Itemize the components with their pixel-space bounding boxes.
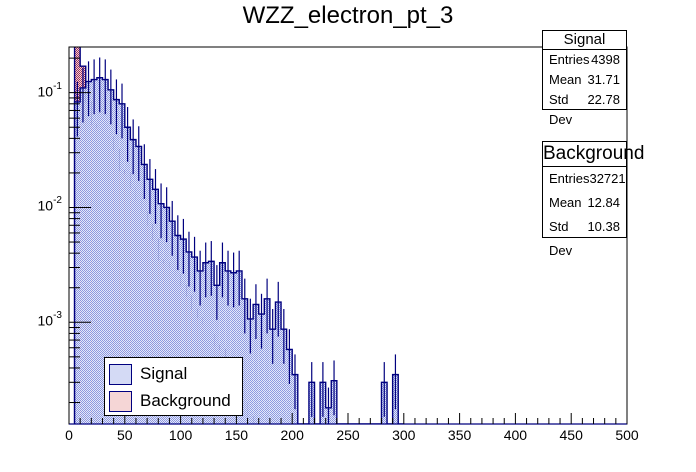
histogram-bin [208, 261, 215, 424]
histogram-bin [281, 329, 287, 424]
legend-swatch-signal [109, 363, 132, 385]
stats-row: Std Dev 22.78 [543, 90, 626, 127]
x-tick-label: 350 [447, 427, 472, 443]
histogram-bin [85, 81, 92, 424]
background-stats-box: Background Entries 32721 Mean 12.84 Std De… [542, 141, 644, 258]
x-tick-label: 0 [65, 427, 73, 443]
signal-series [73, 57, 404, 424]
histogram-bin [230, 272, 237, 424]
stats-row: Std Dev 10.38 [543, 215, 626, 258]
x-tick-label: 150 [224, 427, 249, 443]
x-tick-label: 100 [168, 427, 193, 443]
histogram-bin [269, 329, 276, 424]
signal-stats-box: Signal Entries 4398 Mean 31.71 Std Dev 22.7… [542, 30, 627, 127]
histogram-bin [130, 139, 136, 424]
stats-label: Entries [549, 171, 590, 186]
histogram-bin [135, 146, 142, 424]
histogram-bin [119, 103, 125, 424]
histogram-bin [264, 298, 270, 424]
stats-value: 4398 [591, 52, 620, 67]
x-tick-label: 50 [117, 427, 133, 443]
histogram-bin [253, 304, 259, 424]
x-tick-label: 500 [615, 427, 639, 443]
histogram-outline [73, 77, 404, 424]
legend-label: Background [140, 391, 231, 410]
stats-label: Std Dev [549, 219, 573, 258]
histogram-bin [214, 285, 220, 424]
stats-label: Mean [549, 195, 582, 210]
legend-label: Signal [140, 364, 188, 383]
x-axis-ticks [68, 413, 628, 424]
histogram-bin [175, 235, 181, 424]
histogram-bin [158, 203, 164, 424]
legend: Signal Background [104, 357, 243, 416]
histogram-bin [247, 318, 254, 424]
stats-row: Entries 32721 [543, 167, 626, 191]
y-axis-ticks [69, 57, 91, 404]
legend-item-background: Background [109, 389, 231, 413]
histogram-bin [80, 87, 86, 424]
x-tick-label: 250 [336, 427, 360, 443]
histogram-bin [225, 270, 231, 424]
histogram-bin [186, 251, 192, 424]
stats-value: 31.71 [587, 72, 620, 87]
histogram-bin [96, 77, 103, 424]
x-tick-label: 200 [280, 427, 304, 443]
y-tick-label: 10-3 [37, 310, 62, 329]
histogram-bin [108, 89, 114, 424]
histogram-bin [74, 101, 81, 424]
x-tick-label: 450 [559, 427, 583, 443]
histogram-bin [141, 164, 148, 424]
x-tick-label: 300 [392, 427, 416, 443]
stats-value: 10.38 [587, 219, 620, 234]
histogram-bin [124, 127, 131, 424]
histogram-bin [147, 179, 153, 424]
histogram-bin [202, 262, 209, 424]
histogram-bin [163, 207, 170, 424]
stats-label: Std Dev [549, 92, 573, 127]
stats-value: 22.78 [587, 92, 620, 107]
stats-label: Mean [549, 72, 582, 87]
stats-value: 12.84 [587, 195, 620, 210]
histogram-bin [180, 239, 187, 424]
stats-row: Entries 4398 [543, 50, 626, 70]
background-stats-title: Background [543, 142, 644, 167]
stats-value: 32721 [589, 171, 626, 186]
histogram-bin [191, 257, 198, 424]
histogram-bin [236, 270, 242, 424]
x-tick-label: 400 [503, 427, 528, 443]
y-tick-label: 10-2 [37, 195, 62, 215]
histogram-bin [286, 349, 293, 424]
histogram-bin [152, 189, 159, 424]
histogram-bin [258, 314, 265, 424]
histogram-bin [275, 302, 282, 424]
stats-row: Mean 12.84 [543, 191, 626, 215]
histogram-bin [197, 270, 203, 424]
chart-title: WZZ_electron_pt_3 [242, 2, 454, 29]
histogram-bin [219, 262, 226, 424]
legend-item-signal: Signal [109, 362, 187, 386]
histogram-bin [169, 221, 176, 424]
histogram-bin [241, 298, 248, 424]
stats-label: Entries [549, 52, 590, 67]
signal-stats-title: Signal [543, 31, 626, 50]
legend-swatch-background [109, 390, 132, 412]
histogram-bin [113, 99, 120, 424]
stats-row: Mean 31.71 [543, 70, 626, 90]
histogram-bin [91, 79, 97, 424]
y-tick-label: 10-1 [37, 80, 62, 100]
histogram-bin [102, 79, 109, 424]
